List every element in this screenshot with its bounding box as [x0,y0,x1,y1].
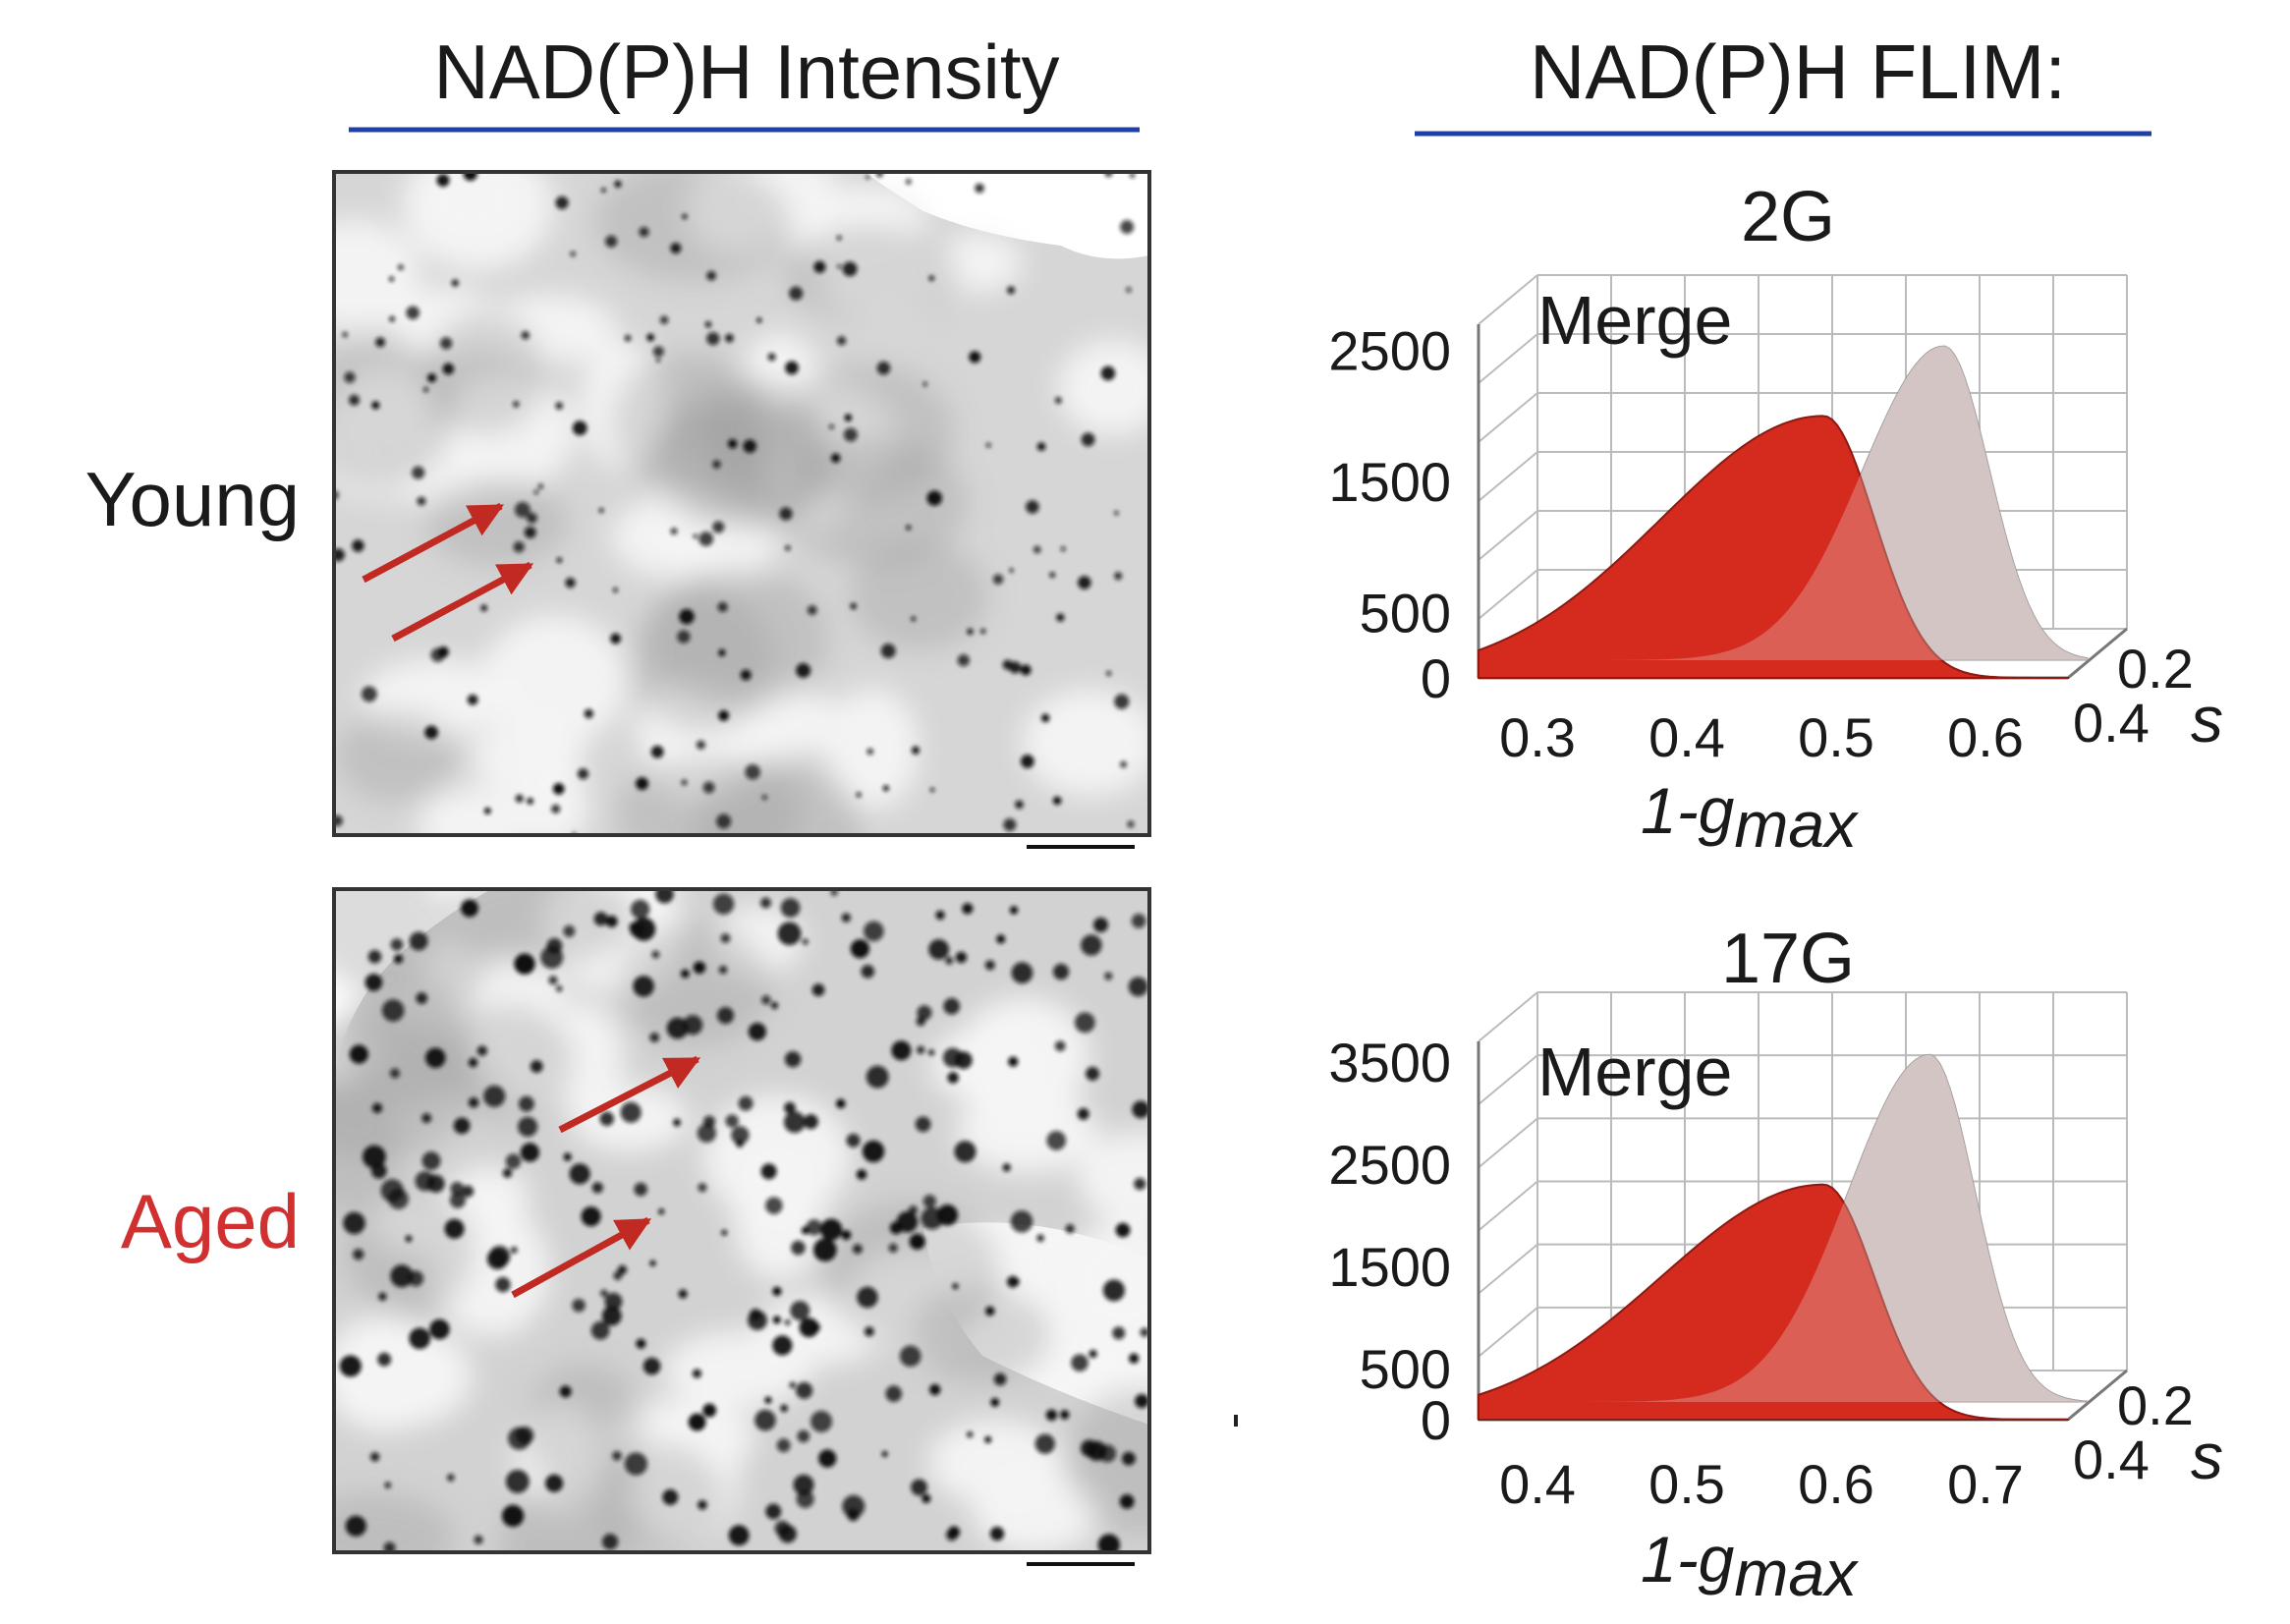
x-tick-label: 0.3 [1499,706,1576,768]
series-overlap [1498,346,2088,660]
z-tick-label: 0.2 [2117,1374,2194,1436]
y-tick-label: 1500 [1328,1236,1451,1298]
y-tick-label: 500 [1360,1338,1451,1400]
x-tick-label: 0.4 [1499,1453,1576,1515]
x-tick-label: 0.6 [1947,706,2024,768]
y-tick-label: 3500 [1328,1032,1451,1093]
chart-title: 2G [1741,178,1835,256]
z-tick-label: 0.4 [2073,692,2150,754]
z-tick-label: 0.4 [2073,1428,2150,1490]
y-tick-label: 2500 [1328,1134,1451,1196]
micrograph-young [332,170,1151,849]
x-tick-label: 0.4 [1648,706,1725,768]
header-intensity: NAD(P)H Intensity [433,28,1059,115]
y-tick-label: 500 [1360,582,1451,644]
series-overlap [1498,1054,2088,1402]
z-tick-label: 0.2 [2117,638,2194,700]
header-flim: NAD(P)H FLIM: [1530,28,2066,115]
micrograph-aged [332,887,1151,1566]
x-tick-label: 0.6 [1798,1453,1874,1515]
series-area-young-red [1478,1183,2068,1421]
y-tick-label: 1500 [1328,451,1451,513]
y-tick-label: 0 [1421,647,1451,709]
legend-merge: Merge [1537,1034,1732,1110]
row-label-young: Young [85,456,300,542]
x-tick-label: 0.5 [1648,1453,1725,1515]
x-tick-label: 0.7 [1947,1453,2024,1515]
arrow-young-2 [391,561,534,643]
z-axis-label: s [2191,1420,2223,1492]
y-tick-label: 2500 [1328,320,1451,382]
arrow-aged-1 [558,1055,701,1134]
z-axis-label: s [2191,683,2223,756]
x-axis-label: 1-gmax [1641,1523,1859,1609]
row-label-aged: Aged [121,1178,300,1264]
stray-mark [1234,1415,1238,1427]
x-axis-label: 1-gmax [1641,774,1859,861]
chart-title: 17G [1721,920,1855,998]
series-area-young-red [1478,415,2069,679]
arrow-aged-2 [511,1216,652,1299]
legend-merge: Merge [1537,282,1732,359]
arrow-young-1 [362,502,505,584]
x-tick-label: 0.5 [1798,706,1874,768]
y-tick-label: 0 [1421,1389,1451,1451]
